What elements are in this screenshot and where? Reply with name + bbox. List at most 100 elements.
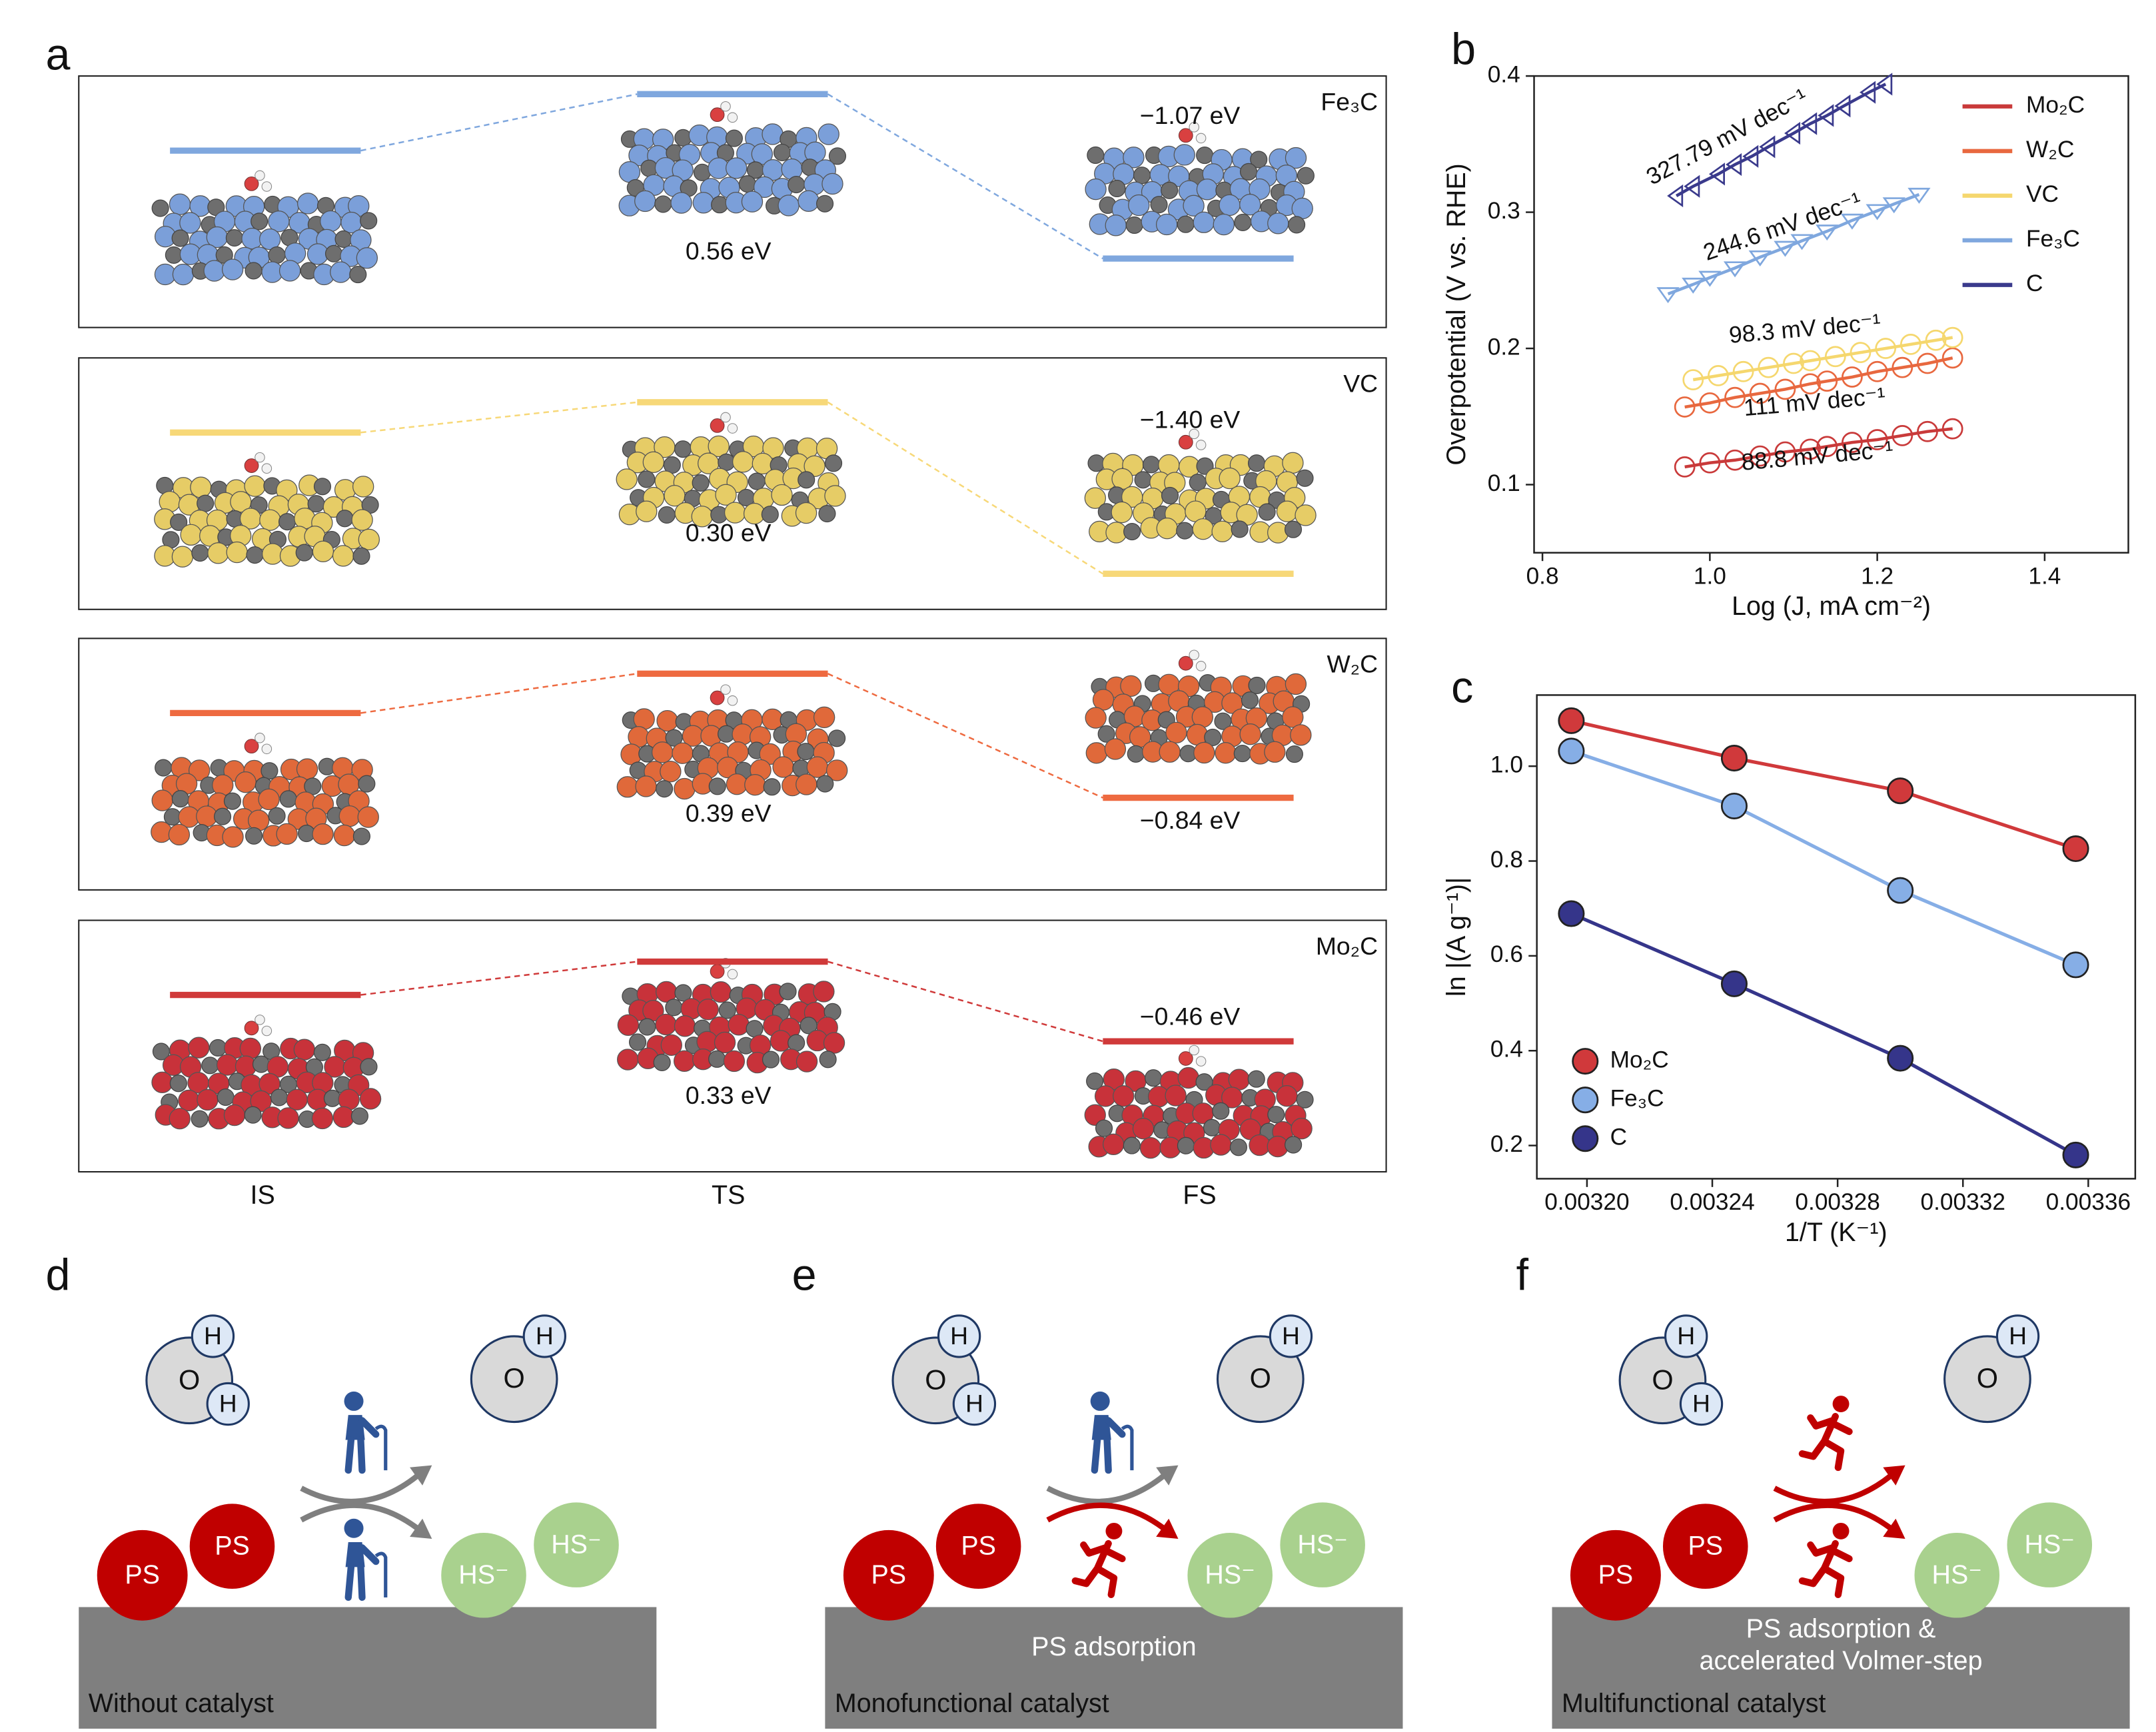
atom: [313, 478, 332, 496]
atom: [718, 453, 736, 471]
atom: [1086, 1072, 1104, 1090]
atom: [813, 981, 835, 1003]
energy-label: 0.30 eV: [686, 519, 772, 547]
surface-caption: Without catalyst: [89, 1689, 274, 1718]
data-point: [1887, 1045, 1914, 1072]
data-point: [1558, 900, 1585, 927]
ps-label: PS: [1688, 1531, 1723, 1561]
atom: [1111, 501, 1133, 524]
hs: [2007, 1502, 2093, 1587]
atom: [1247, 1070, 1265, 1088]
atom: [222, 826, 244, 848]
elderly-icon: [344, 1518, 388, 1601]
atom: [1161, 486, 1179, 504]
connector: [360, 961, 638, 996]
icon-head: [344, 1391, 364, 1411]
hs-label: HS⁻: [2025, 1530, 2075, 1559]
material-label: Fe₃C: [1321, 87, 1378, 115]
atom: [351, 509, 373, 531]
data-point: [1818, 104, 1834, 127]
connector: [827, 673, 1103, 799]
y-tick-label: 1.0: [1490, 751, 1523, 777]
atom-slab: [151, 1015, 382, 1130]
atom: [171, 229, 189, 247]
panel-label: f: [1516, 1250, 1529, 1300]
adsorbate-hydrogen: [261, 181, 272, 192]
atom: [1231, 520, 1249, 538]
atom: [1087, 146, 1105, 165]
reaction-arrow: [1773, 1502, 1893, 1531]
data-point: [1758, 356, 1780, 378]
atom: [674, 1015, 696, 1037]
adsorbate-hydrogen: [727, 695, 738, 706]
hydrogen-label: H: [950, 1322, 968, 1350]
atom: [1285, 1136, 1303, 1154]
data-point: [1724, 449, 1746, 471]
atom: [672, 742, 694, 764]
slope-label: 88.8 mV dec⁻¹: [1740, 436, 1894, 476]
fit-line: [1684, 356, 1953, 409]
atom: [246, 546, 264, 564]
hydrogen: [206, 1382, 250, 1426]
atom: [1234, 213, 1252, 231]
x-tick-label: 0.00324: [1670, 1189, 1754, 1215]
fit-line: [1684, 427, 1953, 469]
ps: [1570, 1529, 1661, 1621]
legend-label: Fe₃C: [2026, 226, 2080, 252]
atom: [170, 513, 188, 531]
atom: [660, 761, 682, 783]
icon-head: [1832, 1522, 1850, 1539]
surface-text: PS adsorption: [1031, 1632, 1197, 1661]
atom: [746, 1020, 764, 1038]
energy-label: −1.07 eV: [1140, 101, 1241, 129]
oxygen-label: O: [179, 1364, 200, 1395]
atom: [708, 435, 730, 458]
adsorbate-hydrogen: [261, 463, 272, 474]
atom: [617, 1049, 639, 1071]
data-point: [1748, 250, 1772, 266]
adsorbate-hydrogen: [1195, 133, 1207, 144]
atom: [1104, 738, 1127, 760]
data-point: [1816, 436, 1838, 458]
energy-label: −1.40 eV: [1140, 406, 1241, 434]
atom: [674, 129, 692, 147]
material-label: VC: [1343, 370, 1378, 398]
atom: [1165, 1084, 1187, 1106]
atom: [312, 823, 334, 845]
atom: [169, 193, 191, 215]
legend-label: Mo₂C: [1610, 1047, 1669, 1073]
connector: [827, 93, 1103, 260]
y-axis-label: Overpotential (V vs. RHE): [1442, 163, 1471, 465]
atom: [358, 528, 380, 551]
atom: [725, 129, 743, 147]
atom-slab: [617, 958, 845, 1074]
atom: [151, 199, 169, 217]
atom: [262, 543, 284, 565]
data-point: [1866, 204, 1889, 220]
atom: [244, 1106, 262, 1124]
atom: [779, 983, 797, 1001]
atom: [804, 455, 825, 477]
atom: [207, 542, 229, 564]
ps: [189, 1504, 275, 1589]
data-point: [1682, 369, 1704, 390]
data-point: [1834, 94, 1851, 118]
atom: [1296, 1090, 1314, 1108]
atom: [1085, 707, 1107, 729]
atom: [356, 247, 378, 269]
atom-slab: [1084, 428, 1317, 544]
atom: [1276, 1085, 1298, 1107]
atom: [1258, 503, 1276, 521]
adsorbate-oxygen: [710, 418, 725, 433]
atom: [656, 780, 674, 798]
atom: [330, 261, 352, 283]
atom: [828, 147, 847, 165]
legend-label: VC: [2026, 181, 2059, 207]
fit-line: [1570, 749, 2077, 967]
atom: [178, 1089, 200, 1112]
hs-label: HS⁻: [458, 1560, 509, 1589]
atom: [259, 509, 281, 531]
atom: [674, 777, 696, 800]
atom: [634, 190, 656, 213]
atom: [1282, 706, 1304, 728]
